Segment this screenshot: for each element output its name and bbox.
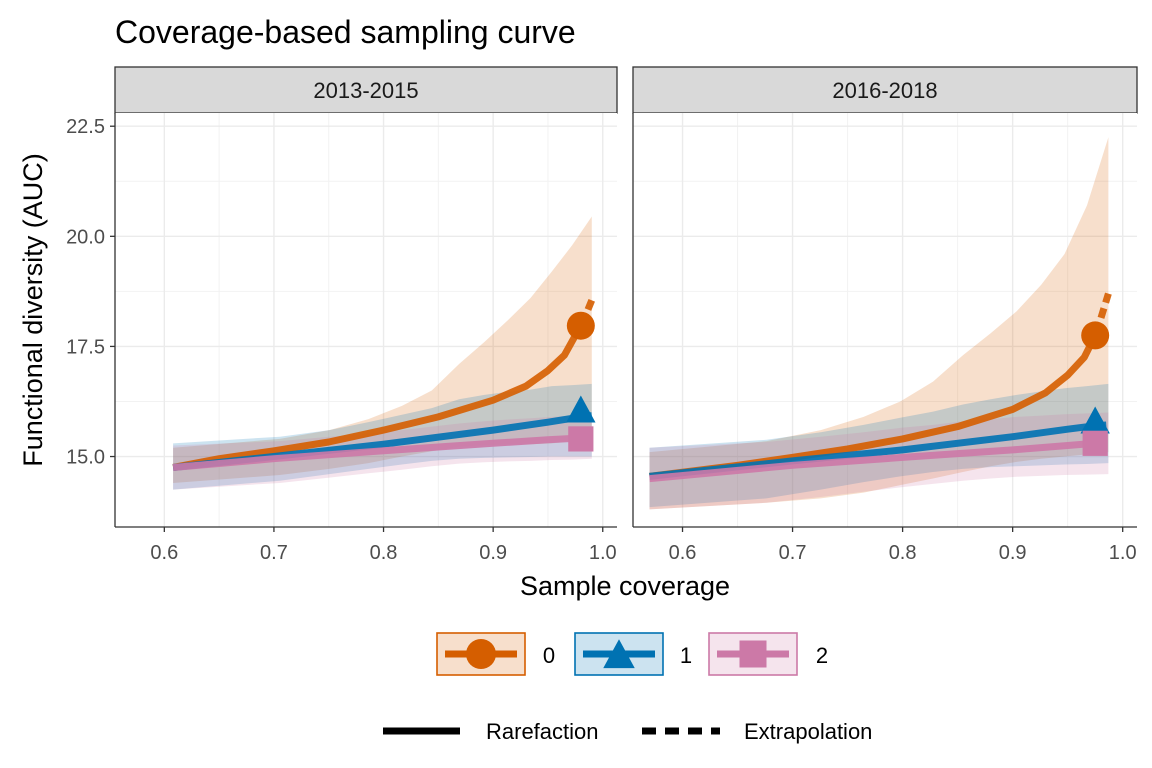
chart-title: Coverage-based sampling curve	[115, 14, 576, 50]
y-tick-label: 17.5	[66, 336, 105, 358]
facet-strip-label: 2013-2015	[313, 78, 418, 103]
facet-strip	[114, 66, 618, 114]
panel-1: 2013-2015 0.6 0.7 0.8 0.9 1.0 15.0 17.5 20.0 22.5	[66, 66, 618, 564]
gridlines	[115, 113, 617, 527]
legend-rarefaction-label: Rarefaction	[486, 719, 599, 744]
rarefaction-line-2	[649, 439, 1096, 483]
legend-key-1	[574, 632, 664, 676]
confidence-band-1	[173, 383, 592, 490]
rarefaction-line-2	[172, 434, 581, 471]
rarefaction-line-1	[649, 422, 1096, 480]
y-axis-title: Functional diversity (AUC)	[18, 153, 48, 467]
legend-linetype: Rarefaction Extrapolation	[383, 719, 872, 744]
legend-key-symbol	[603, 639, 635, 669]
x-tick-label: 0.6	[669, 542, 697, 564]
x-tick-label: 0.8	[370, 542, 398, 564]
x-axis-title: Sample coverage	[520, 571, 730, 601]
y-tick-label: 15.0	[66, 447, 105, 469]
x-tick-label: 1.0	[1109, 542, 1137, 564]
x-tick-label: 0.9	[479, 542, 507, 564]
legend-label-0: 0	[543, 643, 555, 668]
panel-background	[115, 113, 617, 527]
observed-point-0	[566, 311, 595, 340]
x-tick-label: 1.0	[589, 542, 617, 564]
confidence-band-0	[173, 216, 592, 483]
legend-label-1: 1	[680, 643, 692, 668]
x-tick-label: 0.7	[779, 542, 807, 564]
observed-point-1	[1080, 406, 1110, 434]
facet-strip	[632, 66, 1138, 114]
x-tick-label: 0.6	[150, 542, 178, 564]
legend-key-symbol	[739, 640, 767, 668]
legend-key-2	[708, 632, 798, 676]
rarefaction-line-0	[172, 323, 584, 471]
facet-strip-label: 2016-2018	[832, 78, 937, 103]
legend-key-symbol	[466, 639, 496, 669]
x-tick-label: 0.7	[260, 542, 288, 564]
y-tick-label: 20.0	[66, 226, 105, 248]
y-tick-label: 22.5	[66, 116, 105, 138]
x-tick-label: 0.9	[999, 542, 1027, 564]
legend-series: 0 1 2	[436, 632, 828, 676]
legend-key-0	[436, 632, 526, 676]
legend-extrapolation-label: Extrapolation	[744, 719, 872, 744]
facet-panels: 2013-2015 0.6 0.7 0.8 0.9 1.0 15.0 17.5 20.0 22.5…	[66, 66, 1138, 564]
observed-point-2	[1082, 430, 1108, 456]
observed-point-1	[566, 395, 596, 423]
x-tick-label: 0.8	[889, 542, 917, 564]
observed-point-0	[1081, 321, 1110, 350]
observed-point-2	[568, 426, 594, 452]
legend-label-2: 2	[816, 643, 828, 668]
panel-2: 2016-2018 0.6 0.7 0.8 0.9 1.0	[632, 66, 1138, 564]
